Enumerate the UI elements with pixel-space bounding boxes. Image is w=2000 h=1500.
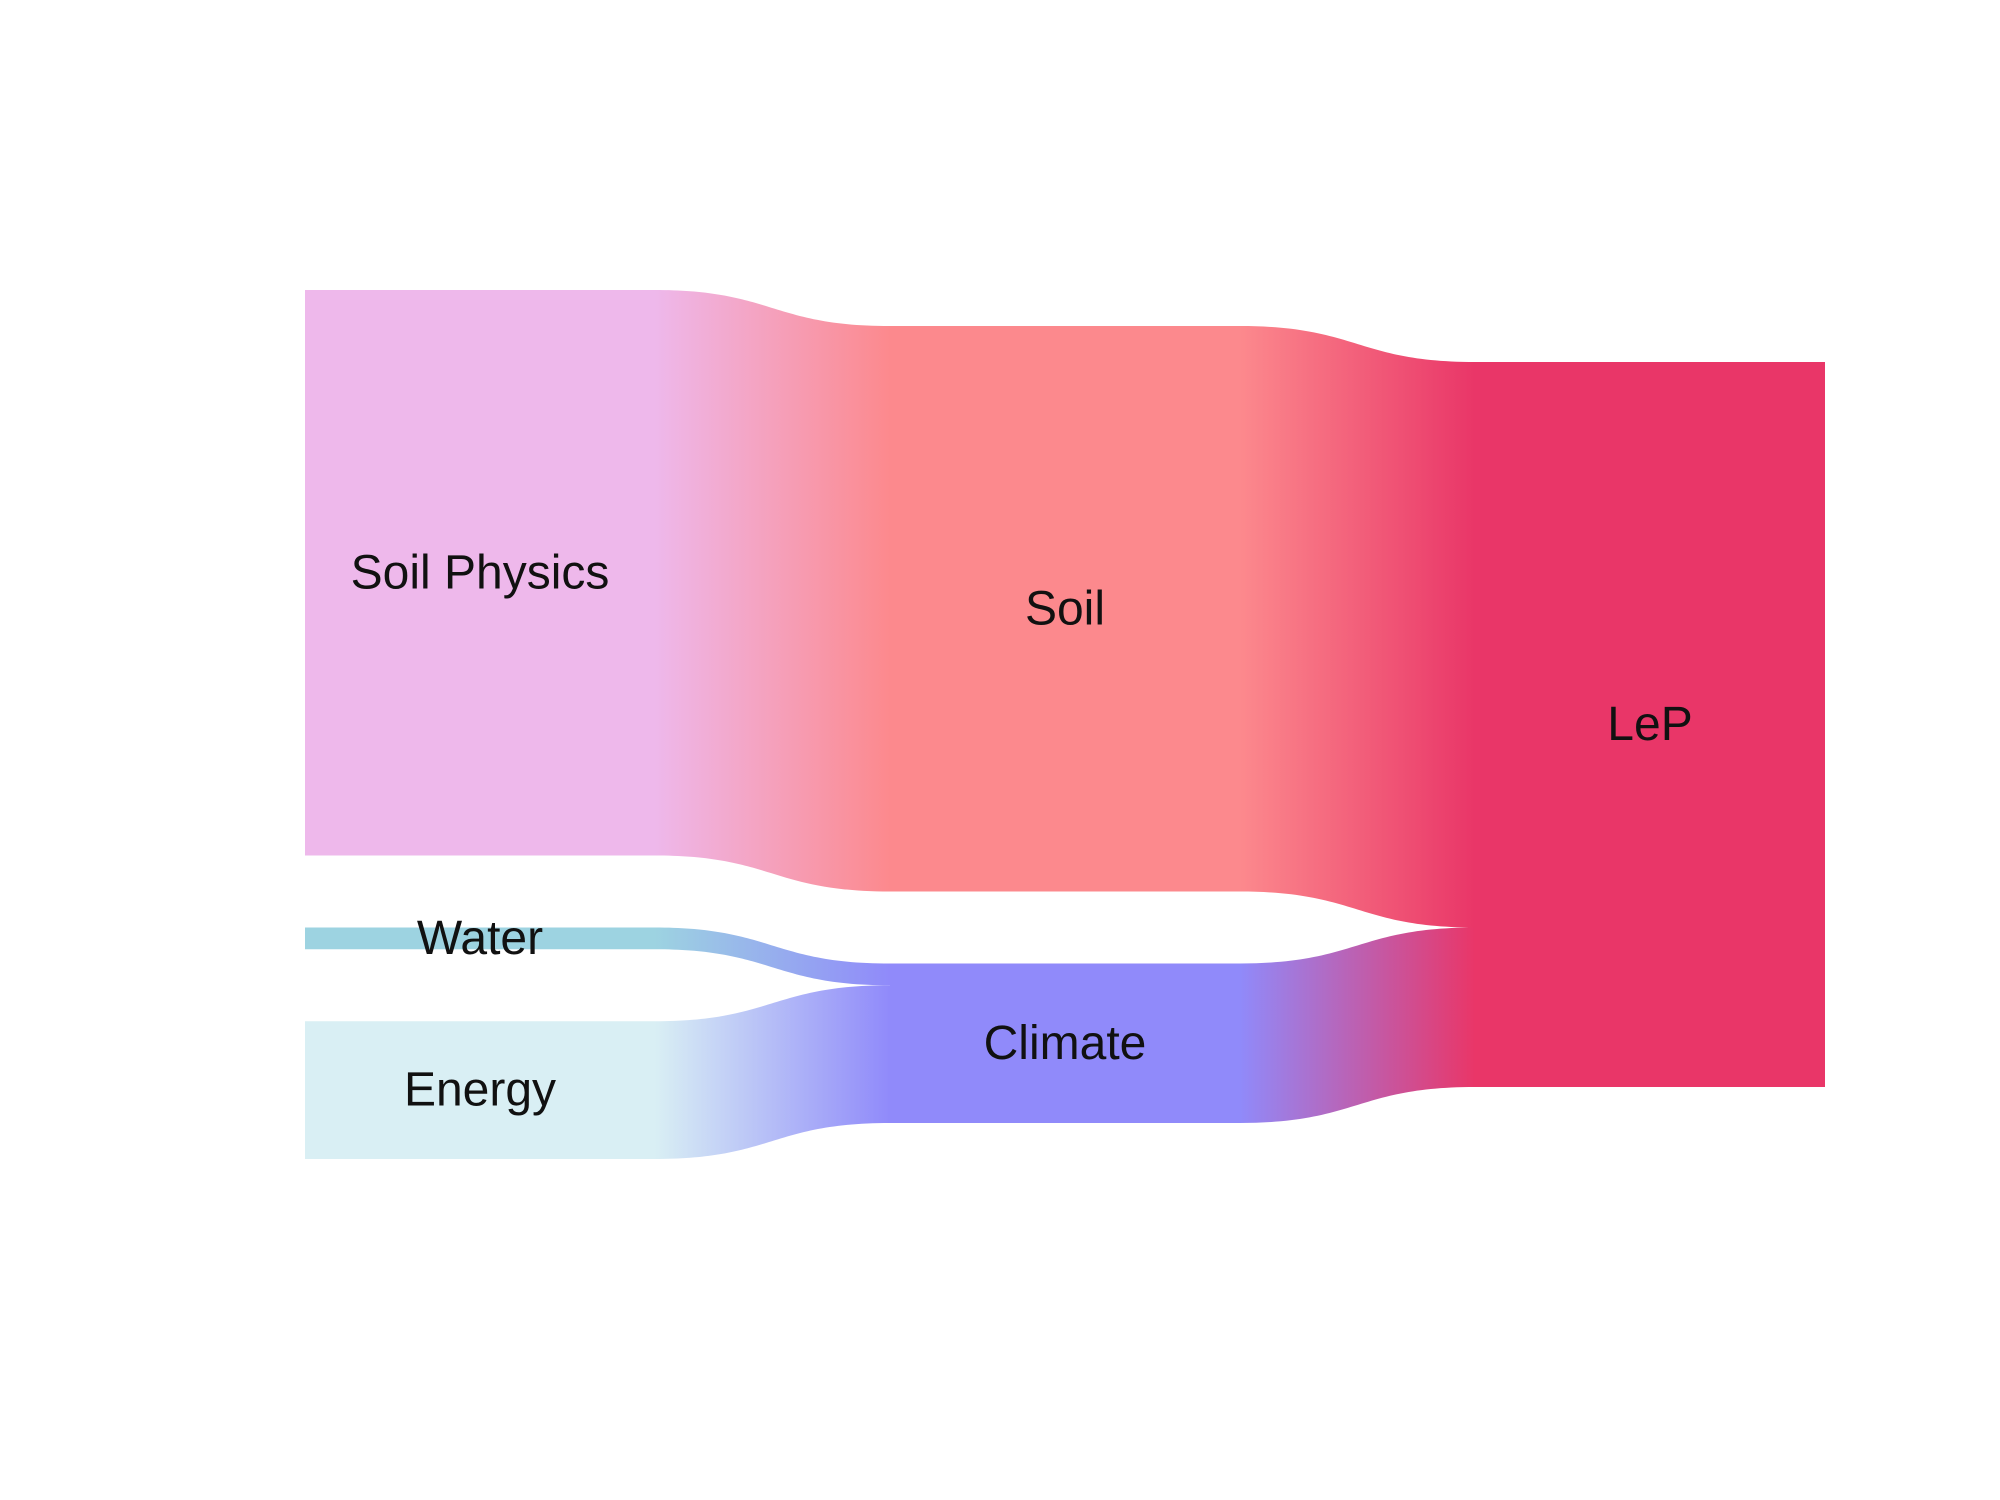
node-label-soil: Soil	[1025, 582, 1105, 635]
node-lep	[1475, 362, 1825, 1087]
node-soil-physics	[305, 290, 655, 856]
links-layer	[655, 290, 1475, 1159]
node-climate	[890, 963, 1240, 1123]
node-label-climate: Climate	[984, 1017, 1147, 1070]
node-label-lep: LeP	[1607, 698, 1692, 751]
link-soil-physics-to-soil	[655, 290, 890, 892]
labels-layer: Soil Physics Water Energy Soil Climate LeP	[351, 546, 1693, 1116]
node-soil	[890, 326, 1240, 892]
node-label-energy: Energy	[404, 1064, 556, 1117]
link-energy-to-climate	[655, 985, 890, 1159]
link-climate-to-lep	[1240, 927, 1475, 1123]
link-soil-to-lep	[1240, 326, 1475, 928]
link-water-to-climate	[655, 927, 890, 986]
node-water	[305, 927, 655, 950]
node-label-water: Water	[417, 912, 543, 965]
node-label-soil-physics: Soil Physics	[351, 546, 610, 599]
nodes-layer	[305, 290, 1825, 1159]
node-energy	[305, 1021, 655, 1159]
